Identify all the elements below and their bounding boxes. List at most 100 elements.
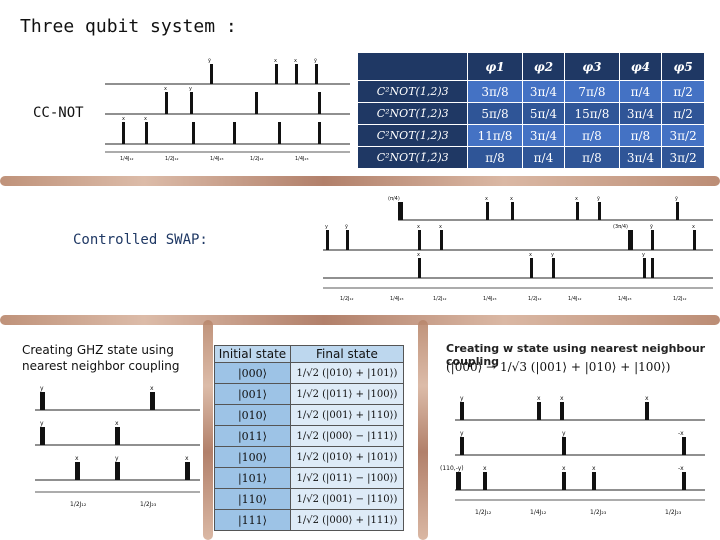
ghz-label: Creating GHZ state using nearest neighbo…: [22, 343, 180, 373]
ccnot-pulse-label: ȳ: [314, 58, 317, 64]
final-state: 1/√2 (|001⟩ − |110⟩): [289, 488, 405, 510]
table-cell: 7π/8: [564, 80, 620, 103]
wstate-pulse-label: (110,-y): [440, 465, 464, 472]
table-row: |000⟩ 1/√2 (|010⟩ + |101⟩): [214, 362, 405, 384]
table-row: C²NOT(1,2)3 3π/8 3π/4 7π/8 π/4 π/2: [356, 80, 705, 103]
initial-state: |001⟩: [214, 383, 291, 405]
row-header: C²NOT(1̄,2̄)3: [356, 146, 469, 169]
ccnot-time-label: 1/4J₂₃: [210, 156, 224, 162]
cswap-time-label: 1/2J₁₂: [433, 296, 447, 302]
wstate-time-label: 1/4J₁₂: [530, 509, 547, 516]
table-cell: 3π/4: [618, 102, 663, 125]
ghz-pulse-label: x: [75, 455, 79, 462]
wstate-pulse-label: x: [645, 395, 649, 402]
ccnot-pulse-label: ȳ: [208, 58, 211, 64]
wstate-pulse-label: x: [537, 395, 541, 402]
cswap-pulse-label: ȳ: [345, 224, 348, 230]
ghz-pulse-label: y: [40, 385, 44, 392]
ghz-state-table: Initial state Final state |000⟩ 1/√2 (|01…: [214, 345, 405, 531]
page-title: Three qubit system :: [20, 16, 237, 37]
cswap-pulse-label: x: [439, 224, 442, 230]
table-row: C²NOT(1̄,2)3 5π/8 5π/4 15π/8 3π/4 π/2: [356, 102, 705, 125]
initial-state: |101⟩: [214, 467, 291, 489]
final-state: 1/√2 (|010⟩ + |101⟩): [289, 446, 405, 468]
table-cell: 3π/4: [618, 146, 663, 169]
cswap-time-label: 1/2J₁₂: [528, 296, 542, 302]
cswap-pulse-label: ȳ: [597, 196, 600, 202]
cswap-time-label: 1/2J₁₂: [673, 296, 687, 302]
table-header-cell: [356, 52, 469, 81]
ccnot-pulse-label: x: [122, 116, 125, 122]
final-state: 1/√2 (|000⟩ − |111⟩): [289, 425, 405, 447]
ccnot-pulse-label: y: [189, 86, 192, 92]
table-row: |111⟩ 1/√2 (|000⟩ + |111⟩): [214, 509, 405, 531]
cswap-pulse-label: y: [325, 224, 328, 230]
table-cell: π/8: [564, 146, 620, 169]
ccnot-phase-table: φ1 φ2 φ3 φ4 φ5 C²NOT(1,2)3 3π/8 3π/4 7π/…: [356, 52, 705, 169]
ghz-pulse-label: y: [40, 420, 44, 427]
ccnot-label: CC-NOT: [33, 105, 84, 121]
table-row: |001⟩ 1/√2 (|011⟩ + |100⟩): [214, 383, 405, 405]
cswap-pulse-label: x: [417, 224, 420, 230]
ghz-time-label: 1/2J₁₂: [70, 501, 87, 508]
wstate-time-label: 1/2J₁₂: [475, 509, 492, 516]
wstate-pulse-label: y: [460, 430, 464, 437]
cswap-pulse-label: y: [551, 252, 554, 258]
cswap-pulse-label: (π/4): [388, 196, 400, 202]
cswap-time-label: 1/4J₂₃: [618, 296, 632, 302]
ccnot-pulse-label: x: [294, 58, 297, 64]
wstate-pulse-label: x: [560, 395, 564, 402]
table-header-cell: φ1: [467, 52, 523, 81]
wstate-pulse-label: y: [460, 395, 464, 402]
section-divider: [0, 315, 720, 325]
final-state: 1/√2 (|011⟩ + |100⟩): [289, 383, 405, 405]
section-divider: [0, 176, 720, 186]
table-cell: 5π/4: [521, 102, 566, 125]
table-row: |100⟩ 1/√2 (|010⟩ + |101⟩): [214, 446, 405, 468]
cswap-pulse-label: x: [692, 224, 695, 230]
table-header-cell: φ2: [521, 52, 566, 81]
ccnot-pulse-label: x: [164, 86, 167, 92]
table-row: C²NOT(1,2̄)3 11π/8 3π/4 π/8 π/8 3π/2: [356, 124, 705, 147]
wstate-pulse-label: y: [562, 430, 566, 437]
final-state: 1/√2 (|001⟩ + |110⟩): [289, 404, 405, 426]
final-state: 1/√2 (|000⟩ + |111⟩): [289, 509, 405, 531]
cswap-label: Controlled SWAP:: [73, 232, 208, 248]
initial-state: |011⟩: [214, 425, 291, 447]
table-cell: 3π/2: [661, 124, 705, 147]
ghz-time-label: 1/2J₂₃: [140, 501, 157, 508]
initial-state: |000⟩: [214, 362, 291, 384]
wstate-pulse-label: x: [562, 465, 566, 472]
table-cell: π/8: [618, 124, 663, 147]
ghz-pulse-diagram: y x y x x y x 1/2J₁₂ 1/2J₂₃: [35, 385, 200, 508]
ccnot-pulse-label: x: [274, 58, 277, 64]
section-divider-vertical: [418, 320, 428, 540]
table-row: |010⟩ 1/√2 (|001⟩ + |110⟩): [214, 404, 405, 426]
wstate-time-label: 1/2J₂₃: [590, 509, 607, 516]
row-header: C²NOT(1,2)3: [356, 80, 469, 103]
table-cell: π/2: [661, 80, 705, 103]
cswap-pulse-label: ȳ: [675, 196, 678, 202]
wstate-equation: (|000⟩ → 1/√3 (|001⟩ + |010⟩ + |100⟩): [446, 360, 671, 374]
table-header-cell: φ4: [618, 52, 663, 81]
cswap-pulse-label: y: [642, 252, 645, 258]
table-cell: π/8: [467, 146, 523, 169]
table-cell: 15π/8: [564, 102, 620, 125]
table-row: |101⟩ 1/√2 (|011⟩ − |100⟩): [214, 467, 405, 489]
ghz-pulse-label: x: [150, 385, 154, 392]
cswap-pulse-label: (3π/4): [613, 224, 628, 230]
table-cell: π/4: [521, 146, 566, 169]
table-row: |110⟩ 1/√2 (|001⟩ − |110⟩): [214, 488, 405, 510]
table-cell: 5π/8: [467, 102, 523, 125]
table-cell: 3π/4: [521, 80, 566, 103]
ccnot-time-label: 1/2J₁₂: [250, 156, 264, 162]
table-cell: π/2: [661, 102, 705, 125]
cswap-pulse-diagram: (π/4) x x x ȳ ȳ y ȳ x x (3π/4) ȳ x x x y…: [323, 196, 713, 302]
cswap-pulse-label: x: [485, 196, 488, 202]
initial-state: |100⟩: [214, 446, 291, 468]
ccnot-time-label: 1/4J₂₃: [295, 156, 309, 162]
ccnot-pulse-diagram: ȳ x x ȳ x y x x 1/4J₁₂ 1/2J₁₂ 1/4J₂₃ 1/2…: [105, 58, 350, 162]
wstate-time-label: 1/2J₂₃: [665, 509, 682, 516]
wstate-label: Creating w state using nearest neighbour…: [446, 342, 706, 368]
table-cell: 3π/2: [661, 146, 705, 169]
